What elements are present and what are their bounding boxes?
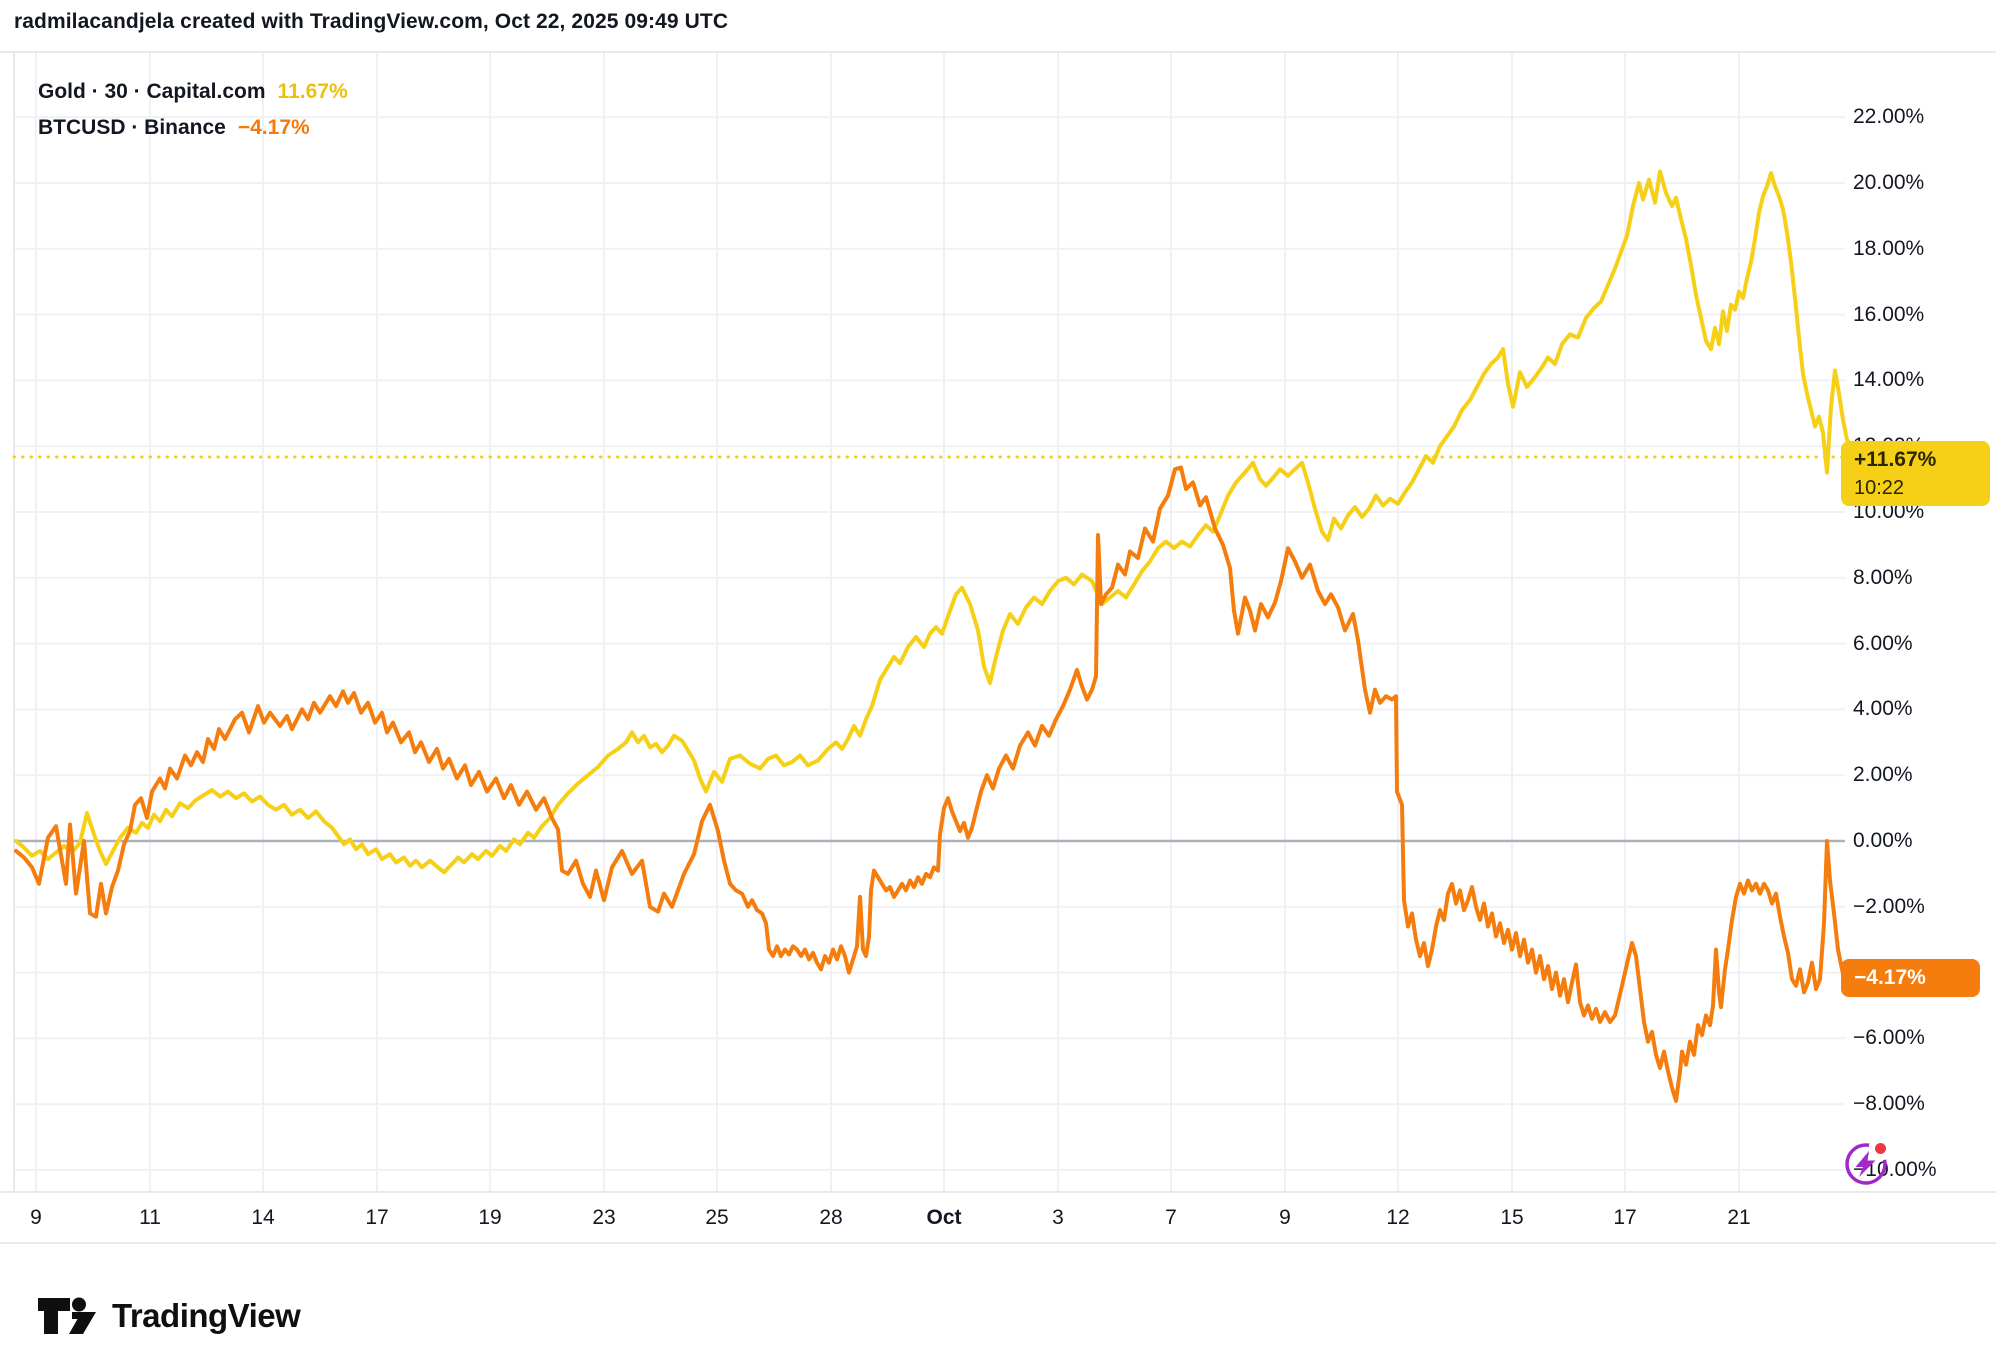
x-axis-label: 21 — [1727, 1206, 1751, 1229]
legend-item-gold[interactable]: Gold · 30 · Capital.com 11.67% — [38, 74, 348, 110]
x-axis-label: 25 — [705, 1206, 729, 1229]
y-axis-label: 8.00% — [1853, 565, 1913, 589]
y-axis-label: 16.00% — [1853, 302, 1925, 326]
x-axis-label: 12 — [1386, 1206, 1410, 1229]
x-axis-label: 17 — [1613, 1206, 1637, 1229]
x-axis-label: 19 — [478, 1206, 502, 1229]
x-axis-label: Oct — [926, 1206, 962, 1229]
y-axis-label: −2.00% — [1853, 894, 1925, 918]
y-axis-label: −8.00% — [1853, 1092, 1925, 1116]
chart-legend: Gold · 30 · Capital.com 11.67% BTCUSD · … — [38, 74, 348, 146]
tradingview-logo-text: TradingView — [112, 1297, 301, 1334]
x-axis-label: 3 — [1052, 1206, 1064, 1229]
x-axis-label: 9 — [30, 1206, 42, 1229]
x-axis-label: 7 — [1165, 1206, 1177, 1229]
tradingview-logo[interactable]: TradingView — [36, 1292, 301, 1340]
x-axis-label: 15 — [1500, 1206, 1524, 1229]
y-axis-label: 22.00% — [1853, 105, 1925, 129]
x-axis-label: 28 — [819, 1206, 843, 1229]
x-axis-label: 17 — [365, 1206, 389, 1229]
flash-ideas-button[interactable] — [1842, 1140, 1890, 1188]
y-axis-label: 4.00% — [1853, 697, 1913, 721]
x-axis-label: 14 — [251, 1206, 275, 1229]
y-axis-label: 18.00% — [1853, 236, 1925, 260]
legend-btc-value: −4.17% — [237, 116, 310, 139]
y-axis-label: 0.00% — [1853, 829, 1913, 852]
tradingview-logo-icon — [38, 1297, 96, 1334]
series-line-gold — [14, 169, 1860, 875]
legend-item-btc[interactable]: BTCUSD · Binance −4.17% — [38, 110, 348, 146]
btc-current-value: −4.17% — [1854, 966, 1926, 990]
legend-btc-label: BTCUSD · Binance — [38, 116, 226, 139]
price-badge-btc[interactable]: −4.17% — [1841, 959, 1980, 998]
price-badge-gold[interactable]: +11.67% 10:22 — [1841, 441, 1990, 507]
series-line-btc — [14, 465, 1860, 1103]
y-axis-label: 14.00% — [1853, 368, 1925, 392]
gold-countdown-timer: 10:22 — [1854, 477, 1905, 500]
lightning-icon — [1845, 1143, 1887, 1185]
x-axis-label: 23 — [592, 1206, 616, 1229]
y-axis-label: 6.00% — [1853, 631, 1913, 655]
legend-gold-value: 11.67% — [277, 80, 348, 103]
y-axis-label: −6.00% — [1853, 1026, 1925, 1050]
y-axis-label: 2.00% — [1853, 763, 1913, 787]
x-axis-label: 9 — [1279, 1206, 1291, 1229]
x-axis-label: 11 — [139, 1206, 161, 1229]
y-axis-label: 20.00% — [1853, 171, 1925, 194]
y-axis-label: −10.00% — [1853, 1158, 1937, 1181]
attribution-text: radmilacandjela created with TradingView… — [14, 10, 729, 33]
legend-gold-label: Gold · 30 · Capital.com — [38, 80, 266, 103]
gold-current-value: +11.67% — [1854, 448, 1937, 472]
